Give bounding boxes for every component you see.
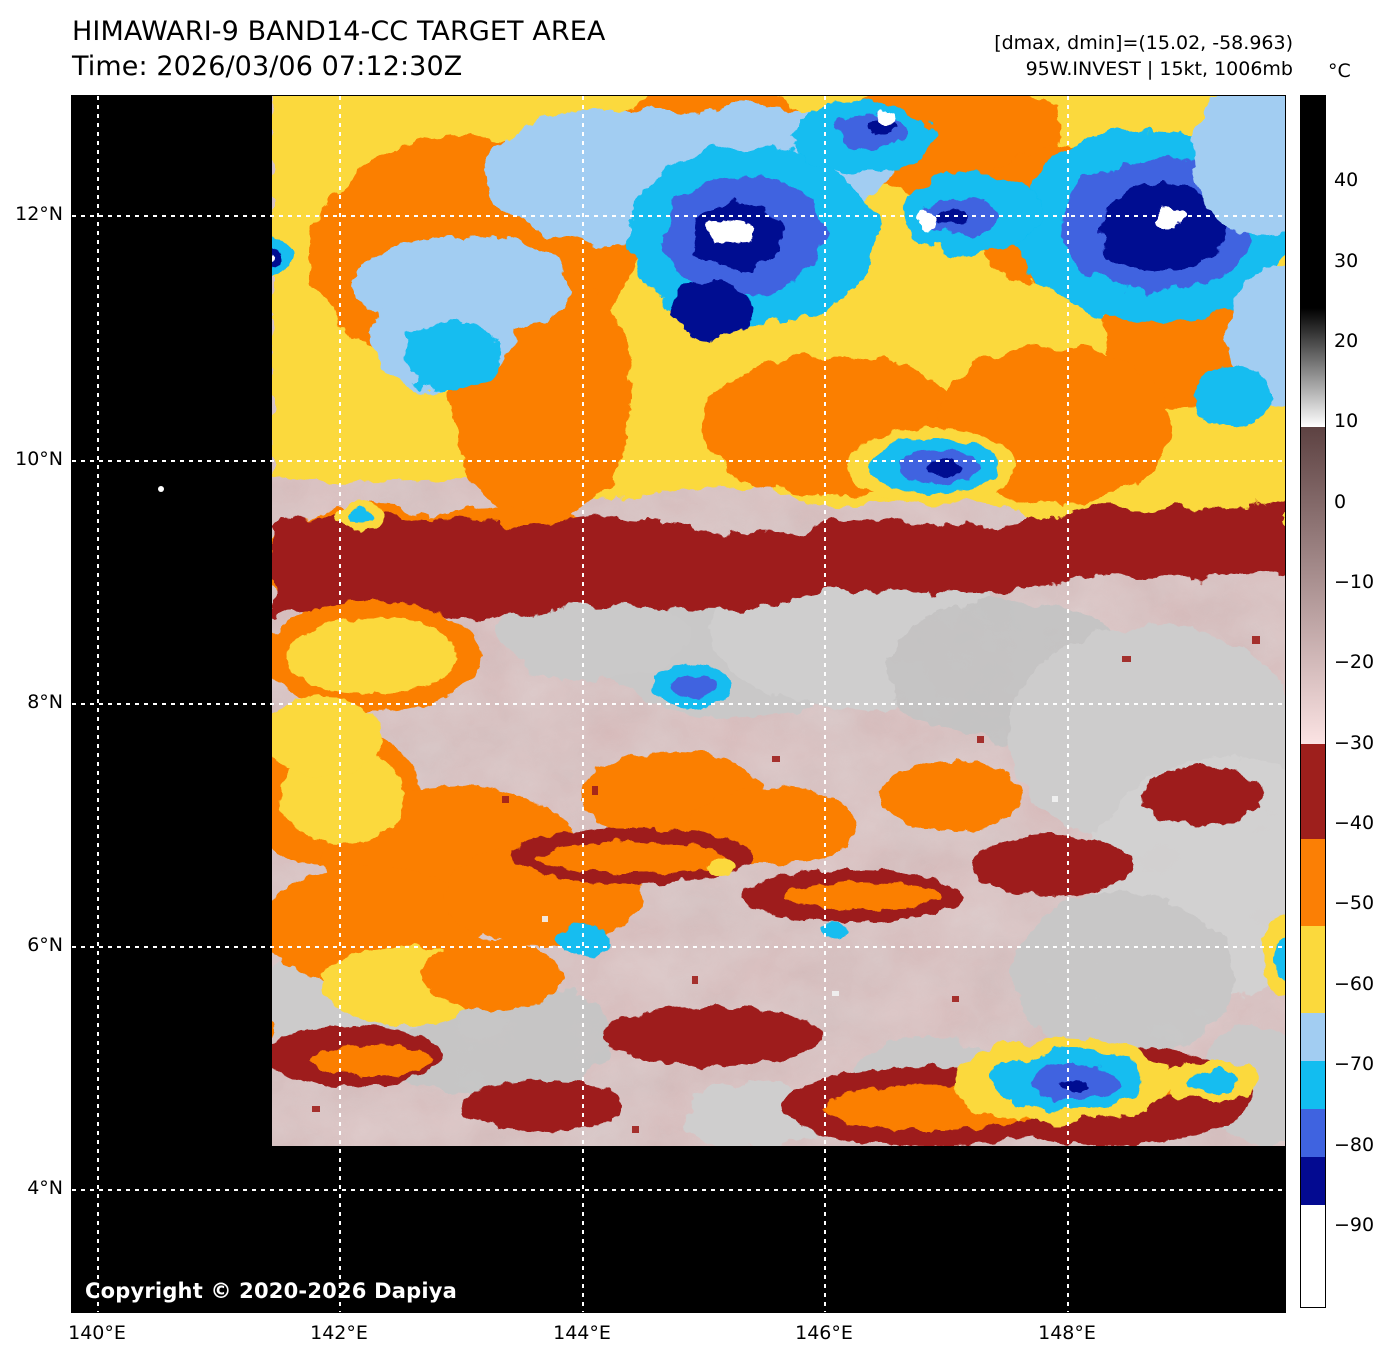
colorbar-band-navy <box>1301 1157 1325 1205</box>
colorbar-band-brown-pink <box>1301 427 1325 744</box>
colorbar-unit-label: °C <box>1328 60 1351 82</box>
colorbar-band-cyan <box>1301 1061 1325 1109</box>
colorbar-tick-20: 20 <box>1334 330 1359 352</box>
ytick-label-8n: 8°N <box>27 691 63 713</box>
colorbar-band-yellow <box>1301 926 1325 1013</box>
colorbar-tick-m30: −30 <box>1334 732 1375 754</box>
colorbar-band-blue <box>1301 1109 1325 1157</box>
ytick-label-6n: 6°N <box>27 934 63 956</box>
xtick-label-144e: 144°E <box>553 1322 611 1344</box>
ytick-label-12n: 12°N <box>15 203 63 225</box>
colorbar-tick-m40: −40 <box>1334 812 1375 834</box>
storm-info-label: 95W.INVEST | 15kt, 1006mb <box>1025 58 1293 80</box>
metadata-block: [dmax, dmin]=(15.02, -58.963) 95W.INVEST… <box>994 30 1293 82</box>
colorbar-tick-m90: −90 <box>1334 1214 1375 1236</box>
timestamp-line: Time: 2026/03/06 07:12:30Z <box>72 51 463 82</box>
ytick-label-10n: 10°N <box>15 448 63 470</box>
colorbar-band-orange <box>1301 839 1325 926</box>
colorbar-tick-m50: −50 <box>1334 892 1375 914</box>
colorbar-band-greyscale <box>1301 308 1325 427</box>
colorbar-band-light-blue <box>1301 1013 1325 1061</box>
ytick-label-4n: 4°N <box>27 1177 63 1199</box>
colorbar-tick-0: 0 <box>1334 491 1347 513</box>
colorbar-tick-m10: −10 <box>1334 571 1375 593</box>
colorbar-tick-40: 40 <box>1334 169 1359 191</box>
colorbar-tick-m60: −60 <box>1334 973 1375 995</box>
copyright-label: Copyright © 2020-2026 Dapiya <box>85 1279 457 1303</box>
colorbar-tick-30: 30 <box>1334 250 1359 272</box>
satellite-image-plot[interactable]: Copyright © 2020-2026 Dapiya <box>71 95 1286 1313</box>
colorbar-tick-m70: −70 <box>1334 1053 1375 1075</box>
colorbar-band-black <box>1301 96 1325 308</box>
satellite-imagery <box>72 96 1285 1312</box>
colorbar-band-dark-red <box>1301 744 1325 839</box>
xtick-label-142e: 142°E <box>310 1322 368 1344</box>
colorbar[interactable] <box>1300 95 1326 1308</box>
colorbar-band-white <box>1301 1205 1325 1307</box>
colorbar-tick-m80: −80 <box>1334 1134 1375 1156</box>
xtick-label-148e: 148°E <box>1038 1322 1096 1344</box>
colorbar-tick-m20: −20 <box>1334 651 1375 673</box>
title-block: HIMAWARI-9 BAND14-CC TARGET AREA Time: 2… <box>72 14 605 84</box>
dminmax-label: [dmax, dmin]=(15.02, -58.963) <box>994 32 1293 54</box>
page-title: HIMAWARI-9 BAND14-CC TARGET AREA <box>72 16 606 47</box>
xtick-label-146e: 146°E <box>795 1322 853 1344</box>
xtick-label-140e: 140°E <box>68 1322 126 1344</box>
colorbar-tick-10: 10 <box>1334 410 1359 432</box>
